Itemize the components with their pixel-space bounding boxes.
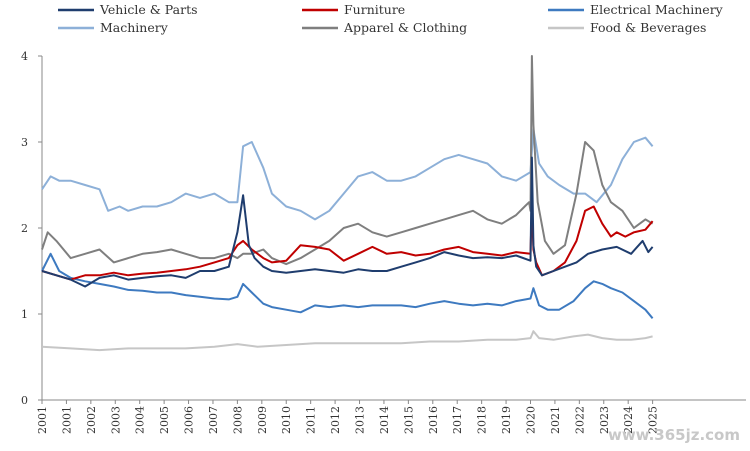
x-tick-label: 2001 [36, 406, 49, 434]
x-tick-label: 2021 [549, 406, 562, 434]
legend-item: Machinery [58, 20, 169, 35]
series-line-food-beverages [41, 330, 653, 352]
x-tick-label: 2001 [60, 406, 73, 434]
x-tick-label: 2009 [256, 406, 269, 434]
x-tick-label: 2025 [647, 406, 660, 434]
legend-label: Furniture [344, 2, 405, 17]
chart-legend: Vehicle & Parts Furniture Electrical Machi… [58, 2, 724, 35]
legend-item: Apparel & Clothing [302, 20, 467, 35]
legend-item: Furniture [302, 2, 405, 17]
x-tick-label: 2008 [231, 406, 244, 434]
x-tick-label: 2003 [109, 406, 122, 434]
x-tick-label: 2014 [378, 406, 391, 434]
legend-label: Apparel & Clothing [343, 20, 467, 35]
x-tick-label: 2023 [598, 406, 611, 434]
x-tick-label: 2011 [305, 406, 318, 434]
x-tick-label: 2024 [622, 406, 635, 434]
y-axis: 0 1 2 3 4 [21, 50, 43, 407]
y-tick-label: 2 [21, 222, 28, 235]
x-tick-label: 2018 [476, 406, 489, 434]
x-tick-label: 2022 [573, 406, 586, 434]
x-tick-label: 2020 [524, 406, 537, 434]
legend-item: Electrical Machinery [548, 2, 724, 17]
y-tick-label: 1 [21, 308, 28, 321]
y-tick-label: 3 [21, 136, 28, 149]
x-tick-label: 2019 [500, 406, 513, 434]
legend-item: Food & Beverages [548, 20, 706, 35]
y-tick-label: 4 [21, 50, 28, 63]
legend-label: Food & Beverages [590, 20, 706, 35]
x-tick-label: 2015 [402, 406, 415, 434]
x-tick-label: 2013 [354, 406, 367, 434]
y-tick-label: 0 [21, 394, 28, 407]
series-line-apparel-clothing [41, 55, 654, 266]
series-line-electrical-machinery [41, 252, 654, 319]
x-axis: 2001 2001 2002 2003 2004 2005 2006 2007 2008 2009… [36, 399, 746, 434]
x-tick-label: 2005 [158, 406, 171, 434]
x-tick-label: 2007 [207, 406, 220, 434]
legend-item: Vehicle & Parts [58, 2, 198, 17]
series-lines [41, 55, 654, 352]
x-tick-label: 2016 [427, 406, 440, 434]
x-tick-label: 2012 [329, 406, 342, 434]
series-line-machinery [41, 128, 654, 221]
series-line-vehicle-parts [41, 156, 654, 288]
x-tick-label: 2002 [85, 406, 98, 434]
legend-label: Machinery [100, 20, 169, 35]
x-tick-label: 2017 [451, 406, 464, 434]
series-line-furniture [41, 201, 654, 281]
watermark: www.365jz.com [607, 426, 740, 444]
legend-label: Electrical Machinery [590, 2, 724, 17]
legend-label: Vehicle & Parts [99, 2, 198, 17]
x-tick-label: 2006 [183, 406, 196, 434]
x-tick-label: 2004 [134, 406, 147, 434]
x-tick-label: 2010 [280, 406, 293, 434]
